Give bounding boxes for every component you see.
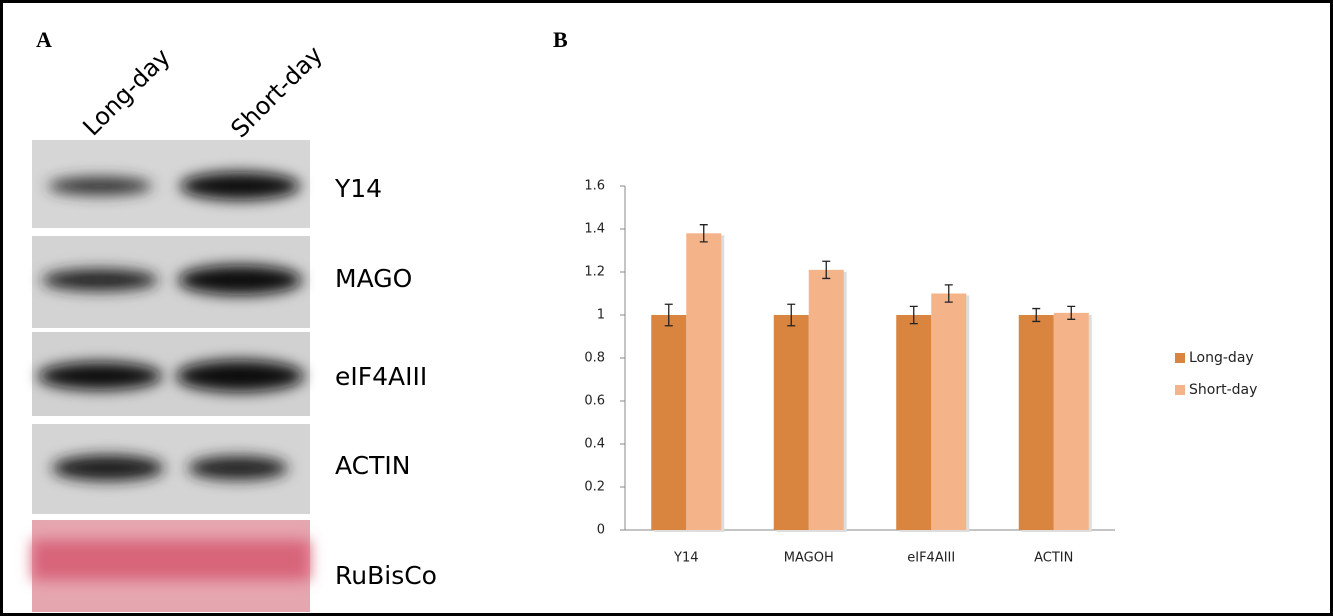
y-tick-label: 0 <box>597 523 605 538</box>
band-label: eIF4AIII <box>335 362 427 391</box>
band-label: Y14 <box>334 174 382 203</box>
band-label: ACTIN <box>335 451 410 480</box>
panel-label: B <box>553 27 568 52</box>
bar <box>1054 313 1089 530</box>
blot <box>32 140 310 612</box>
legend-label: Short-day <box>1189 382 1257 398</box>
bar <box>686 233 721 530</box>
bar <box>809 270 844 530</box>
y-tick-label: 1.6 <box>584 179 605 194</box>
x-tick-label: Y14 <box>673 551 698 566</box>
bar <box>931 294 966 531</box>
legend-label: Long-day <box>1189 350 1254 366</box>
panel-label: A <box>36 27 52 52</box>
y-tick-label: 0.2 <box>584 480 605 495</box>
x-tick-label: MAGOH <box>784 551 834 566</box>
figure: A B Long-day Short-day Y14 MAGO eIF4AIII… <box>0 0 1333 616</box>
legend-swatch <box>1175 353 1185 363</box>
bar <box>774 315 809 530</box>
y-tick-label: 0.6 <box>584 394 605 409</box>
y-tick-label: 1 <box>597 308 605 323</box>
x-tick-label: ACTIN <box>1034 551 1073 566</box>
y-tick-label: 0.4 <box>584 437 605 452</box>
band-label: RuBisCo <box>335 561 437 590</box>
figure-canvas: A B Long-day Short-day Y14 MAGO eIF4AIII… <box>0 0 1333 616</box>
band-label: MAGO <box>335 264 412 293</box>
bar <box>651 315 686 530</box>
x-tick-label: eIF4AIII <box>907 551 955 566</box>
y-tick-label: 1.2 <box>584 265 605 280</box>
legend-swatch <box>1175 385 1185 395</box>
bar <box>896 315 931 530</box>
y-tick-label: 1.4 <box>584 222 605 237</box>
y-tick-label: 0.8 <box>584 351 605 366</box>
bar <box>1019 315 1054 530</box>
